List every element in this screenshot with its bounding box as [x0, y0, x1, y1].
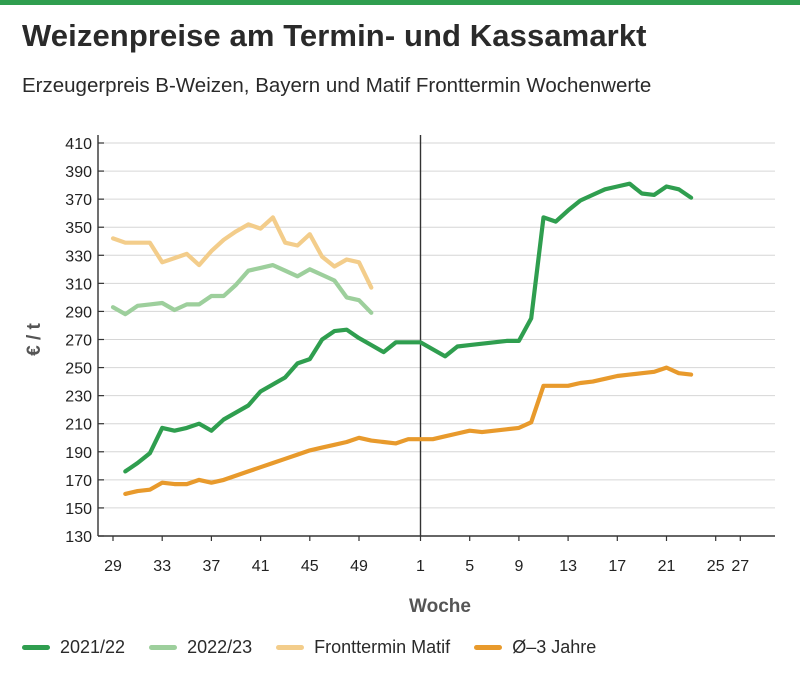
legend-label: 2021/22: [60, 636, 126, 657]
y-tick-label: 290: [65, 304, 92, 321]
x-tick-label: 25: [707, 558, 725, 575]
y-tick-label: 190: [65, 445, 92, 462]
series-line-fronttermin-matif: [110, 215, 374, 290]
legend-label: Fronttermin Matif: [314, 636, 451, 657]
x-tick-label: 1: [416, 558, 425, 575]
y-tick-label: 330: [65, 248, 92, 265]
x-tick-label: 9: [514, 558, 523, 575]
y-tick-label: 390: [65, 164, 92, 181]
x-tick-label: 45: [301, 558, 319, 575]
x-tick-label: 21: [658, 558, 676, 575]
legend-item: Ø–3 Jahre: [474, 637, 596, 658]
legend-label: Ø–3 Jahre: [512, 636, 597, 657]
legend-label: 2022/23: [187, 636, 253, 657]
y-tick-label: 210: [65, 417, 92, 434]
legend-item: 2021/22: [22, 637, 125, 658]
x-tick-label: 33: [153, 558, 171, 575]
y-tick-label: 170: [65, 473, 92, 490]
legend-swatch: [22, 644, 50, 650]
y-tick-label: 310: [65, 276, 92, 293]
legend-swatch: [474, 644, 503, 650]
y-tick-label: 270: [65, 333, 92, 350]
chart-legend: 2021/22 2022/23 Fronttermin Matif Ø–3 Jahre: [22, 634, 782, 660]
x-tick-label: 37: [203, 558, 221, 575]
x-tick-label: 13: [559, 558, 577, 575]
x-axis-label: Woche: [409, 596, 471, 617]
x-tick-label: 5: [465, 558, 474, 575]
x-tick-label: 29: [104, 558, 122, 575]
legend-swatch: [149, 644, 178, 650]
x-tick-label: 27: [731, 558, 749, 575]
y-tick-label: 230: [65, 389, 92, 406]
y-tick-label: 130: [65, 529, 92, 546]
x-tick-label: 41: [252, 558, 270, 575]
series-line-2021-22: [123, 181, 694, 474]
brand-top-bar: [0, 0, 800, 5]
y-tick-label: 410: [65, 136, 92, 153]
series-line-2022-23: [110, 263, 374, 317]
legend-swatch: [276, 644, 305, 650]
x-tick-label: 17: [608, 558, 626, 575]
y-tick-label: 250: [65, 361, 92, 378]
chart-title: Weizenpreise am Termin- und Kassamarkt: [22, 18, 647, 53]
chart-subtitle: Erzeugerpreis B-Weizen, Bayern und Matif…: [22, 74, 652, 97]
y-tick-label: 150: [65, 501, 92, 518]
y-tick-label: 370: [65, 192, 92, 209]
legend-item: 2022/23: [149, 637, 252, 658]
series-line--3-jahre: [123, 365, 694, 496]
y-axis-label: € / t: [24, 322, 45, 355]
y-tick-label: 350: [65, 220, 92, 237]
legend-item: Fronttermin Matif: [276, 637, 450, 658]
x-tick-label: 49: [350, 558, 368, 575]
